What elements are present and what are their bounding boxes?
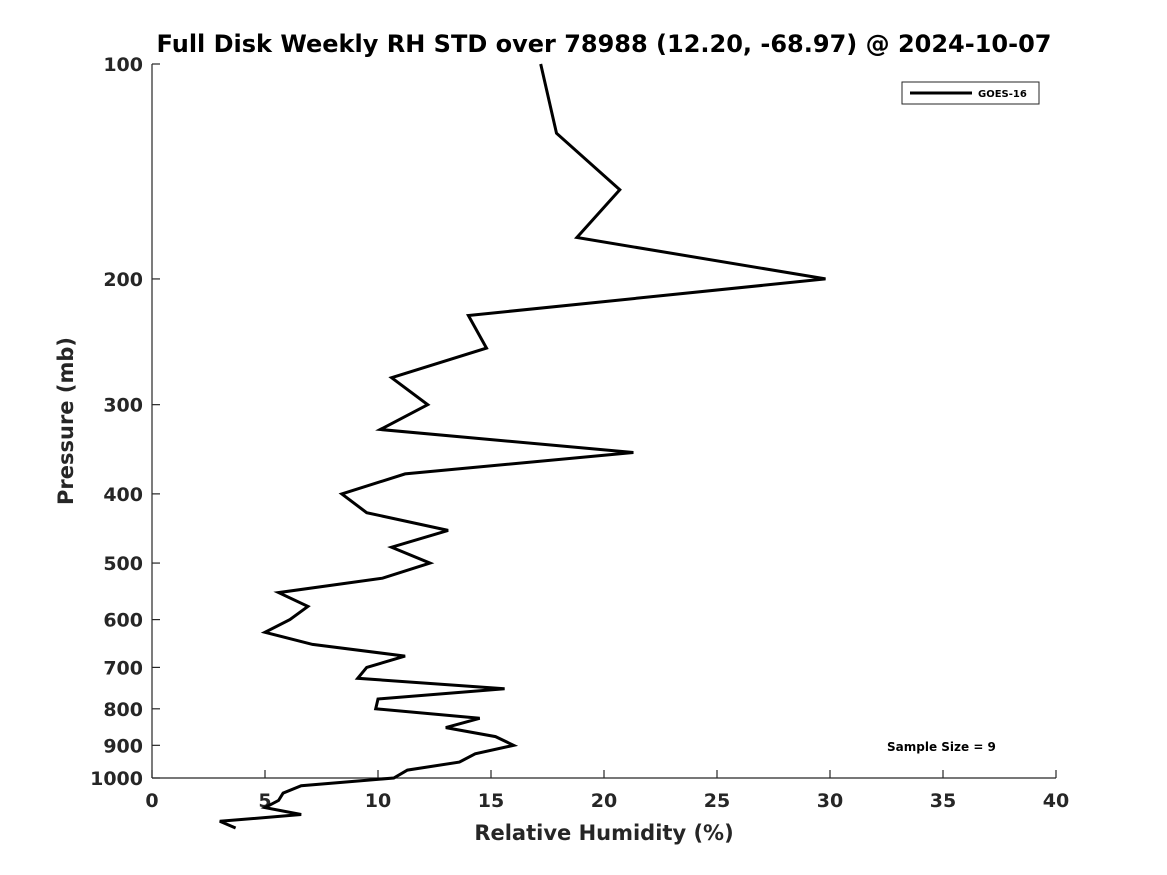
y-tick-label: 200 bbox=[103, 269, 143, 291]
x-axis-label: Relative Humidity (%) bbox=[474, 821, 733, 845]
y-tick-label: 400 bbox=[103, 484, 143, 506]
x-tick-label: 40 bbox=[1043, 790, 1069, 812]
series-points bbox=[219, 63, 826, 829]
x-tick-label: 0 bbox=[145, 790, 158, 812]
y-ticks: 100 200 300 400 500 600 700 800 900 1000 bbox=[90, 54, 160, 790]
y-tick-label: 600 bbox=[103, 610, 143, 632]
axes bbox=[151, 64, 1056, 779]
x-tick-label: 25 bbox=[704, 790, 730, 812]
y-tick-label: 800 bbox=[103, 699, 143, 721]
y-tick-label: 1000 bbox=[90, 768, 143, 790]
x-tick-label: 15 bbox=[478, 790, 504, 812]
x-tick-label: 35 bbox=[930, 790, 956, 812]
legend: GOES-16 bbox=[901, 81, 1040, 105]
y-tick-label: 300 bbox=[103, 395, 143, 417]
x-tick-label: 20 bbox=[591, 790, 617, 812]
sample-size-annotation: Sample Size = 9 bbox=[887, 740, 996, 754]
y-tick-label: 500 bbox=[103, 553, 143, 575]
y-tick-label: 100 bbox=[103, 54, 143, 76]
y-tick-label: 700 bbox=[103, 657, 143, 679]
x-ticks: 0 5 10 15 20 25 30 35 40 bbox=[145, 770, 1069, 812]
y-tick-label: 900 bbox=[103, 735, 143, 757]
x-tick-label: 30 bbox=[817, 790, 843, 812]
x-tick-label: 10 bbox=[365, 790, 391, 812]
legend-label: GOES-16 bbox=[978, 89, 1027, 100]
y-axis-label: Pressure (mb) bbox=[54, 337, 78, 505]
chart-title: Full Disk Weekly RH STD over 78988 (12.2… bbox=[157, 30, 1052, 58]
series-line-goes-16 bbox=[219, 63, 826, 830]
